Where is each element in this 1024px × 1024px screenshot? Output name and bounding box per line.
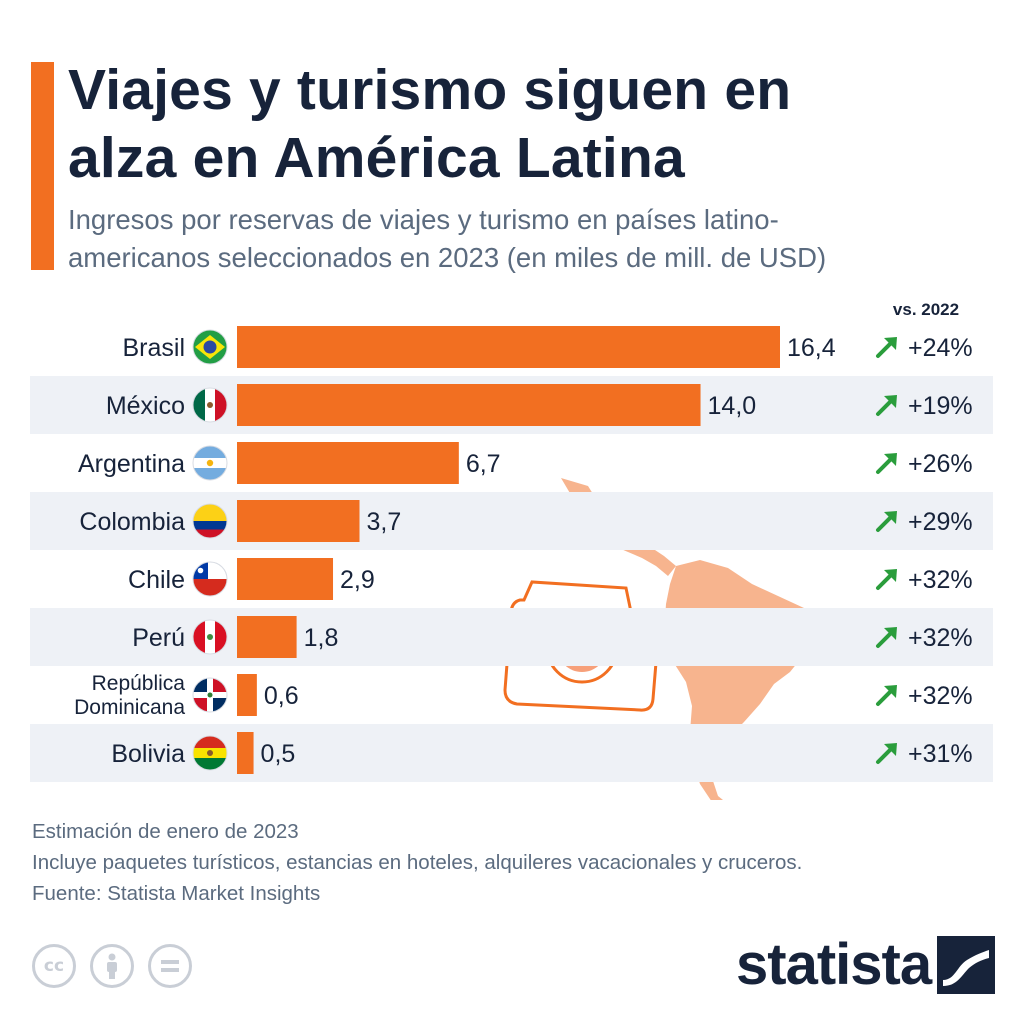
value-label: 1,8 bbox=[304, 624, 339, 652]
row-stripe bbox=[30, 608, 993, 666]
arrow-up-icon bbox=[876, 627, 897, 648]
flag-mexico-icon bbox=[192, 387, 228, 423]
value-label: 2,9 bbox=[340, 566, 375, 594]
statista-mark-icon bbox=[937, 936, 996, 994]
brand-name: statista bbox=[736, 932, 932, 997]
flag-brazil-icon bbox=[192, 329, 228, 365]
category-label: Argentina bbox=[78, 450, 185, 478]
flag-dominican-republic-icon bbox=[192, 677, 228, 713]
flag-bolivia-icon bbox=[192, 735, 228, 771]
flag-peru-icon bbox=[192, 619, 228, 655]
bar bbox=[237, 442, 459, 484]
footer-notes: Estimación de enero de 2023 Incluye paqu… bbox=[32, 816, 802, 909]
category-label: Brasil bbox=[122, 334, 185, 362]
chart-row: Argentina 6,7 +26% bbox=[78, 442, 973, 484]
value-label: 3,7 bbox=[367, 508, 402, 536]
category-label: Perú bbox=[132, 624, 185, 652]
chart-title: Viajes y turismo siguen en alza en Améri… bbox=[68, 56, 1008, 192]
bar bbox=[237, 674, 257, 716]
chart-rows: Brasil 16,4 +24% México 14,0 +19% Argentina 6,7… bbox=[30, 326, 993, 782]
chart-row: Colombia 3,7 +29% bbox=[30, 492, 993, 550]
chart-subtitle: Ingresos por reservas de viajes y turism… bbox=[68, 201, 1008, 277]
change-label: +32% bbox=[908, 566, 973, 594]
bar bbox=[237, 326, 780, 368]
flag-chile-icon bbox=[192, 561, 228, 597]
chart-row: República Dominicana 0,6 +32% bbox=[74, 672, 973, 719]
chart-row: Perú 1,8 +32% bbox=[30, 608, 993, 666]
flag-argentina-icon bbox=[192, 445, 228, 481]
value-label: 6,7 bbox=[466, 450, 501, 478]
arrow-up-icon bbox=[876, 395, 897, 416]
row-stripe bbox=[30, 492, 993, 550]
category-label: Bolivia bbox=[111, 740, 185, 768]
statista-logo[interactable]: statista bbox=[736, 932, 996, 997]
change-label: +32% bbox=[908, 624, 973, 652]
chart-row: Chile 2,9 +32% bbox=[128, 558, 973, 600]
cc-icon[interactable]: cc bbox=[32, 944, 76, 988]
bar bbox=[237, 558, 334, 600]
value-label: 14,0 bbox=[708, 392, 757, 420]
bar bbox=[237, 616, 297, 658]
footer-note-includes: Incluye paquetes turísticos, estancias e… bbox=[32, 851, 803, 874]
arrow-up-icon bbox=[876, 743, 897, 764]
bar bbox=[237, 500, 360, 542]
arrow-up-icon bbox=[876, 685, 897, 706]
subtitle-line-2: americanos seleccionados en 2023 (en mil… bbox=[68, 242, 827, 273]
category-label: República Dominicana bbox=[74, 672, 185, 719]
attribution-icon[interactable] bbox=[90, 944, 134, 988]
bar-chart: Brasil 16,4 +24% México 14,0 +19% Argentina 6,7… bbox=[30, 326, 993, 800]
footer-note-estimate: Estimación de enero de 2023 bbox=[32, 820, 299, 843]
footer-source: Fuente: Statista Market Insights bbox=[32, 882, 321, 905]
subtitle-line-1: Ingresos por reservas de viajes y turism… bbox=[68, 204, 779, 235]
bar bbox=[237, 732, 254, 774]
arrow-up-icon bbox=[876, 569, 897, 590]
category-label: Colombia bbox=[79, 508, 185, 536]
accent-bar bbox=[31, 62, 54, 270]
title-line-2: alza en América Latina bbox=[68, 126, 685, 190]
value-label: 0,5 bbox=[261, 740, 296, 768]
title-line-1: Viajes y turismo siguen en bbox=[68, 58, 792, 122]
license-icons: cc bbox=[32, 944, 192, 988]
value-label: 0,6 bbox=[264, 682, 299, 710]
arrow-up-icon bbox=[876, 337, 897, 358]
change-label: +19% bbox=[908, 392, 973, 420]
no-derivatives-icon[interactable] bbox=[148, 944, 192, 988]
row-stripe bbox=[30, 724, 993, 782]
arrow-up-icon bbox=[876, 511, 897, 532]
flag-colombia-icon bbox=[192, 503, 228, 539]
bar bbox=[237, 384, 701, 426]
change-label: +31% bbox=[908, 740, 973, 768]
change-label: +29% bbox=[908, 508, 973, 536]
chart-row: Bolivia 0,5 +31% bbox=[30, 724, 993, 782]
chart-row: México 14,0 +19% bbox=[30, 376, 993, 434]
chart-row: Brasil 16,4 +24% bbox=[122, 326, 973, 368]
change-label: +24% bbox=[908, 334, 973, 362]
change-label: +32% bbox=[908, 682, 973, 710]
change-column-header: vs. 2022 bbox=[892, 300, 960, 319]
arrow-up-icon bbox=[876, 453, 897, 474]
change-label: +26% bbox=[908, 450, 973, 478]
value-label: 16,4 bbox=[787, 334, 836, 362]
category-label: México bbox=[106, 392, 185, 420]
category-label: Chile bbox=[128, 566, 185, 594]
